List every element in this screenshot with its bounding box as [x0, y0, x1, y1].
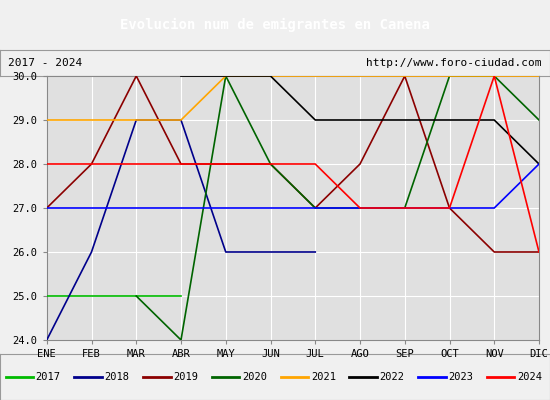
Text: 2018: 2018 [104, 372, 129, 382]
Text: 2022: 2022 [379, 372, 404, 382]
Text: 2023: 2023 [448, 372, 473, 382]
Text: 2020: 2020 [242, 372, 267, 382]
Text: 2021: 2021 [311, 372, 335, 382]
Text: 2017: 2017 [36, 372, 60, 382]
Text: Evolucion num de emigrantes en Canena: Evolucion num de emigrantes en Canena [120, 18, 430, 32]
Text: http://www.foro-ciudad.com: http://www.foro-ciudad.com [366, 58, 542, 68]
Text: 2024: 2024 [517, 372, 542, 382]
Text: 2019: 2019 [173, 372, 198, 382]
Text: 2017 - 2024: 2017 - 2024 [8, 58, 82, 68]
